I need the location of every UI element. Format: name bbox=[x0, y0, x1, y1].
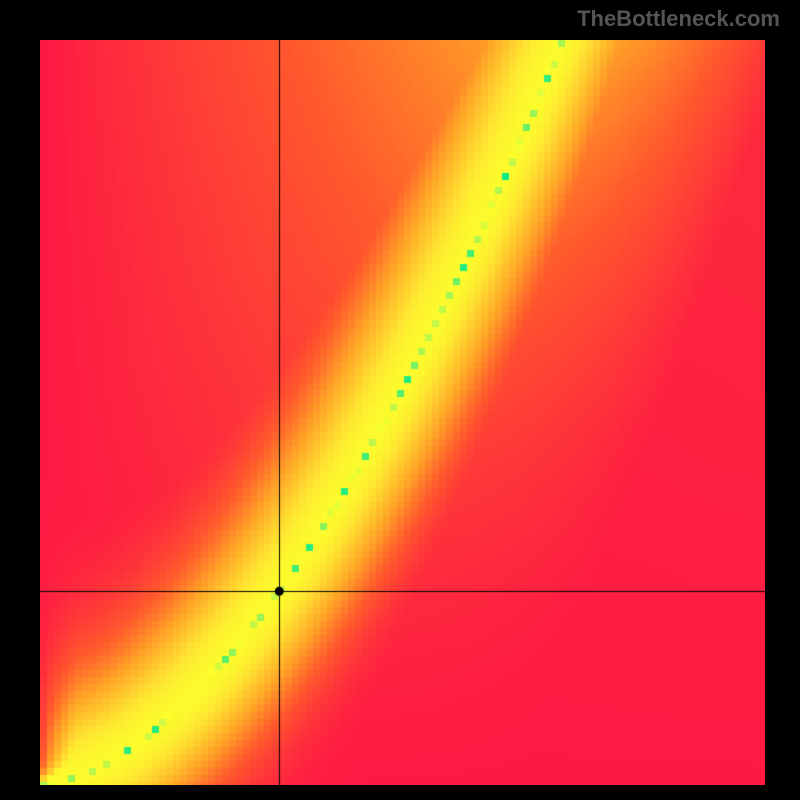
crosshair-overlay bbox=[40, 40, 765, 785]
watermark-label: TheBottleneck.com bbox=[577, 6, 780, 32]
